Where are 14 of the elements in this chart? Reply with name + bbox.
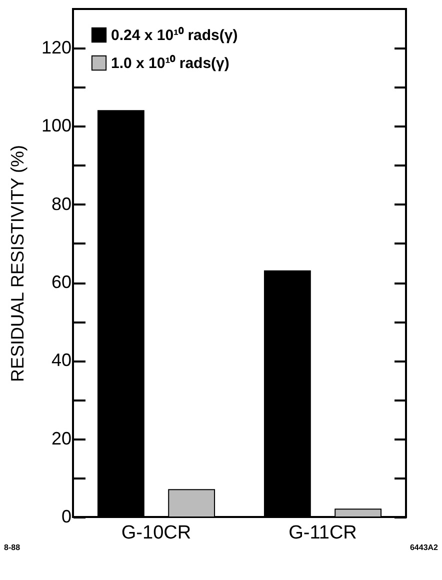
y-tick-label: 0 [61, 506, 72, 526]
y-tick-label: 40 [51, 350, 72, 370]
y-axis-title: RESIDUAL RESISTIVITY (%) [7, 144, 28, 382]
y-tick-label: 60 [51, 272, 72, 292]
y-tick-label: 80 [51, 194, 72, 214]
y-tick-label: 100 [41, 116, 72, 136]
legend-label: 0.24 x 10¹⁰ rads(γ) [111, 26, 238, 44]
text: 8-88 [4, 543, 20, 552]
y-tick-label: 20 [51, 428, 72, 448]
x-tick-label: G-11CR [288, 522, 357, 544]
legend-label: 1.0 x 10¹⁰ rads(γ) [111, 54, 230, 72]
x-tick-label: G-10CR [121, 522, 192, 544]
y-tick-label: 120 [41, 38, 72, 58]
text: 6443A2 [410, 543, 438, 552]
